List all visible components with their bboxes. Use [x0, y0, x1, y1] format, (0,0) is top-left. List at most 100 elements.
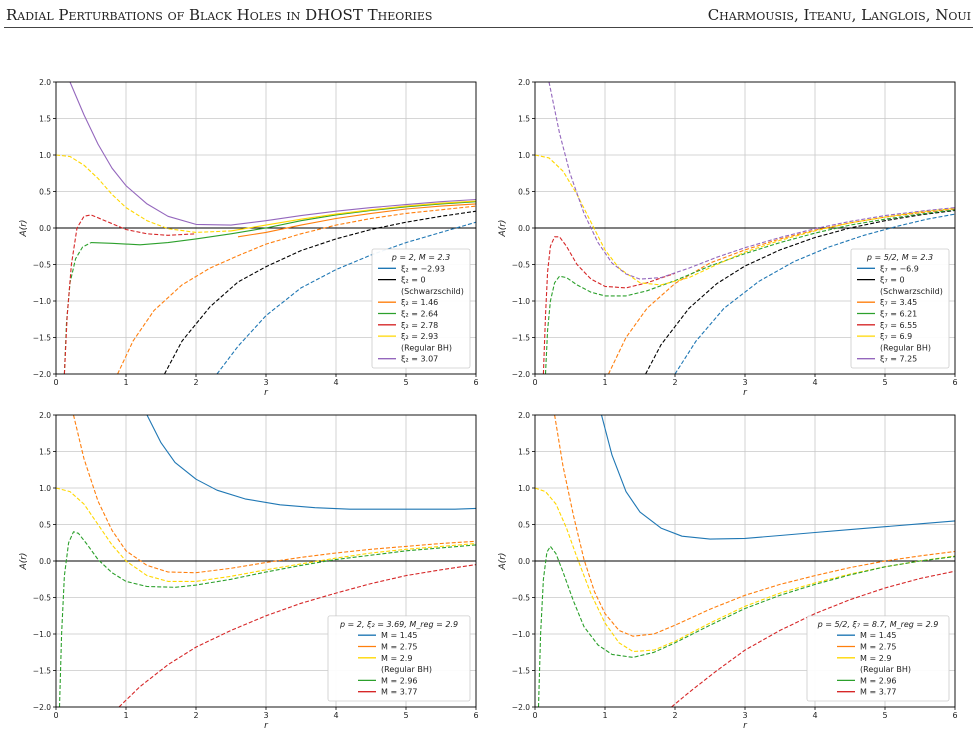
y-tick-label: −1.5 [512, 667, 530, 676]
series-line-3 [608, 208, 955, 374]
series-line-5 [118, 564, 476, 707]
y-tick-label: −1.0 [512, 297, 530, 306]
y-tick-label: −0.5 [512, 261, 530, 270]
x-tick-label: 6 [473, 378, 478, 387]
series-line-5 [63, 242, 92, 374]
legend-label-5: ξ₂ = 2.78 [401, 321, 438, 330]
y-tick-label: 0.0 [518, 557, 530, 566]
y-tick-label: 1.0 [39, 484, 51, 493]
y-tick-label: −1.0 [512, 630, 530, 639]
legend-box [806, 615, 950, 702]
series-line-1 [216, 221, 476, 374]
series-line-1 [674, 213, 955, 374]
x-tick-label: 2 [193, 378, 198, 387]
y-tick-label: −1.0 [33, 630, 51, 639]
legend-label-3-note: (Regular BH) [381, 665, 432, 674]
legend-label-2: M = 2.75 [860, 643, 897, 652]
legend-label-7: ξ₂ = 3.07 [401, 355, 438, 364]
y-tick-label: −2.0 [512, 370, 530, 379]
y-tick-label: 1.0 [518, 151, 530, 160]
y-tick-label: 0.5 [39, 521, 51, 530]
x-axis-label: r [264, 388, 269, 398]
legend-label-5: ξ₇ = 6.55 [880, 321, 917, 330]
series-line-5 [542, 236, 676, 374]
y-tick-label: 2.0 [39, 78, 51, 87]
x-axis-label: r [743, 721, 748, 731]
x-tick-label: 0 [53, 711, 58, 720]
series-line-10 [69, 82, 476, 226]
legend-label-4: ξ₂ = 2.64 [401, 310, 438, 319]
series-line-3 [56, 487, 476, 582]
legend-label-6-note: (Regular BH) [401, 343, 452, 352]
series-line-2 [554, 415, 955, 637]
y-tick-label: −1.0 [33, 297, 51, 306]
x-tick-label: 3 [263, 711, 268, 720]
legend-label-3: ξ₂ = 1.46 [401, 298, 438, 307]
legend-label-5: M = 3.77 [860, 688, 897, 697]
x-tick-label: 3 [742, 378, 747, 387]
x-tick-label: 5 [882, 378, 887, 387]
y-tick-label: −1.5 [33, 667, 51, 676]
y-tick-label: −1.5 [33, 334, 51, 343]
legend-box [850, 248, 950, 369]
legend-label-4: M = 2.96 [381, 676, 418, 685]
y-tick-label: −2.0 [512, 703, 530, 712]
y-tick-label: −1.5 [512, 334, 530, 343]
x-tick-label: 2 [193, 711, 198, 720]
y-tick-label: 2.0 [518, 78, 530, 87]
y-tick-label: −0.5 [33, 594, 51, 603]
series-line-6 [90, 201, 476, 246]
y-tick-label: 2.0 [518, 411, 530, 420]
chart-panel-3: 0 1 2 3 4 5 6 −2.0 −1.5 −1.0 −0.5 0.0 0.5 1.0 1.5 2.0 r A… [19, 411, 479, 731]
legend-label-2: M = 2.75 [381, 643, 418, 652]
y-tick-label: −0.5 [512, 594, 530, 603]
legend-label-1: M = 1.45 [860, 631, 897, 640]
x-tick-label: 1 [123, 711, 128, 720]
legend: p = 5/2, M = 2.3 ξ₇ = −6.9 ξ₇ = 0 (Schwarzs… [850, 248, 950, 369]
x-tick-label: 0 [532, 711, 537, 720]
legend-label-6-note: (Regular BH) [880, 343, 931, 352]
legend-title: p = 2, M = 2.3 [391, 253, 450, 262]
y-tick-label: 1.5 [39, 115, 51, 124]
x-tick-label: 0 [532, 378, 537, 387]
legend: p = 2, M = 2.3 ξ₂ = −2.93 ξ₂ = 0 (Schwarzsc… [371, 248, 471, 369]
x-tick-label: 1 [602, 711, 607, 720]
series-line-6 [535, 154, 955, 286]
y-tick-label: 1.5 [518, 448, 530, 457]
x-tick-label: 5 [882, 711, 887, 720]
y-tick-label: 2.0 [39, 411, 51, 420]
legend-label-5: M = 3.77 [381, 688, 418, 697]
legend-label-6: ξ₂ = 2.93 [401, 332, 438, 341]
chart-panel-2: 0 1 2 3 4 5 6 −2.0 −1.5 −1.0 −0.5 0.0 0.5 1.0 1.5 2.0 r A… [498, 78, 958, 398]
x-tick-label: 1 [602, 378, 607, 387]
series-line-4 [237, 203, 476, 238]
series-line-2 [164, 210, 476, 374]
x-tick-label: 4 [333, 711, 338, 720]
x-tick-label: 4 [812, 378, 817, 387]
legend-label-4: ξ₇ = 6.21 [880, 310, 917, 319]
x-tick-label: 1 [123, 378, 128, 387]
series-line-9 [230, 200, 476, 232]
series-line-2 [72, 415, 476, 574]
y-tick-label: 1.0 [39, 151, 51, 160]
x-tick-label: 2 [672, 378, 677, 387]
legend-title: p = 5/2, M = 2.3 [866, 253, 933, 262]
series-line-3 [117, 205, 476, 374]
legend-title: p = 5/2, ξ₇ = 8.7, M_reg = 2.9 [817, 620, 939, 629]
y-tick-label: 0.5 [518, 188, 530, 197]
legend-label-2: ξ₇ = 0 [880, 276, 905, 285]
series-line-8 [56, 154, 232, 233]
y-tick-label: 1.0 [518, 484, 530, 493]
series-line-1 [600, 415, 955, 540]
y-tick-label: −0.5 [33, 261, 51, 270]
legend-box [327, 615, 471, 702]
x-tick-label: 6 [473, 711, 478, 720]
y-tick-label: −2.0 [33, 703, 51, 712]
legend-label-6: ξ₇ = 6.9 [880, 332, 912, 341]
running-title: Radial Perturbations of Black Holes in D… [6, 6, 433, 24]
series-line-7 [548, 82, 955, 280]
x-axis-label: r [264, 721, 269, 731]
y-tick-label: 0.0 [39, 557, 51, 566]
legend-label-1: ξ₂ = −2.93 [401, 264, 445, 273]
